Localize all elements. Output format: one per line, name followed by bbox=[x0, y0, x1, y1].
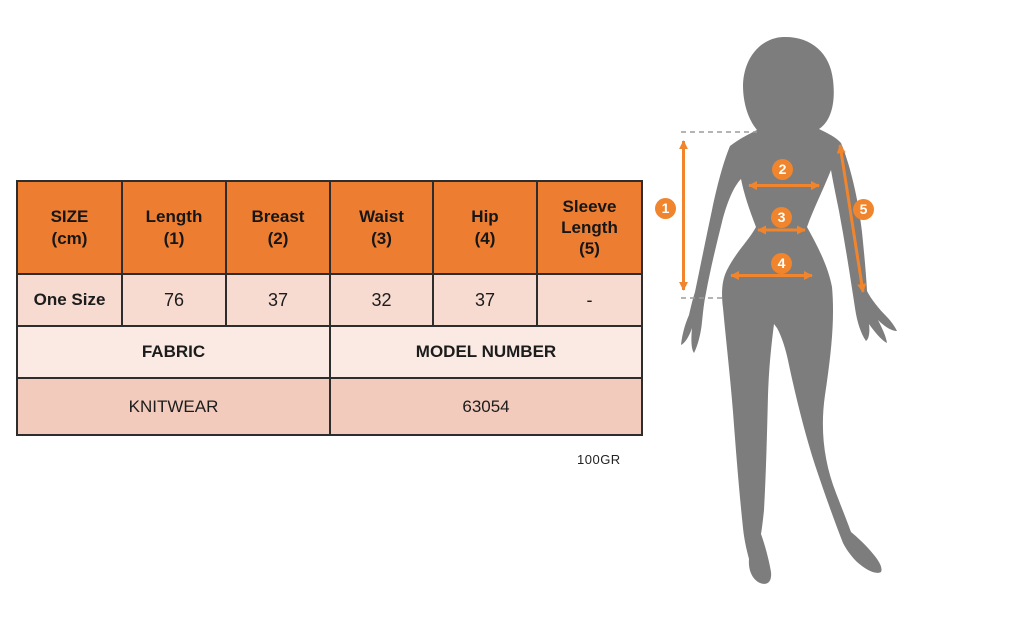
woman-silhouette bbox=[681, 36, 897, 584]
length-value-cell: 76 bbox=[121, 273, 227, 327]
waist-value-cell: 32 bbox=[329, 273, 434, 327]
table-header-row: SIZE (cm) Length (1) Breast (2) Waist (3… bbox=[16, 180, 643, 275]
model-number-value-cell: 63054 bbox=[329, 377, 643, 436]
measurement-marker-4: 4 bbox=[771, 253, 792, 274]
weight-note: 100GR bbox=[577, 452, 621, 467]
sleeve-value-cell: - bbox=[536, 273, 643, 327]
header-cell-length: Length (1) bbox=[121, 180, 227, 275]
measurement-figure bbox=[679, 36, 897, 584]
measurement-marker-3: 3 bbox=[771, 207, 792, 228]
fabric-label-cell: FABRIC bbox=[16, 325, 331, 379]
measurement-marker-1: 1 bbox=[655, 198, 676, 219]
measurement-marker-5: 5 bbox=[853, 199, 874, 220]
header-cell-breast: Breast (2) bbox=[225, 180, 331, 275]
header-cell-size: SIZE (cm) bbox=[16, 180, 123, 275]
header-cell-hip: Hip (4) bbox=[432, 180, 538, 275]
table-row: One Size 76 37 32 37 - bbox=[16, 273, 643, 327]
breast-value-cell: 37 bbox=[225, 273, 331, 327]
measurement-marker-2: 2 bbox=[772, 159, 793, 180]
table-row: FABRIC MODEL NUMBER bbox=[16, 325, 643, 379]
table-row: KNITWEAR 63054 bbox=[16, 377, 643, 436]
fabric-value-cell: KNITWEAR bbox=[16, 377, 331, 436]
header-cell-sleeve-length: Sleeve Length (5) bbox=[536, 180, 643, 275]
model-number-label-cell: MODEL NUMBER bbox=[329, 325, 643, 379]
sleeve-arrow bbox=[836, 144, 867, 293]
size-name-cell: One Size bbox=[16, 273, 123, 327]
header-cell-waist: Waist (3) bbox=[329, 180, 434, 275]
size-table: SIZE (cm) Length (1) Breast (2) Waist (3… bbox=[16, 180, 643, 436]
hip-value-cell: 37 bbox=[432, 273, 538, 327]
